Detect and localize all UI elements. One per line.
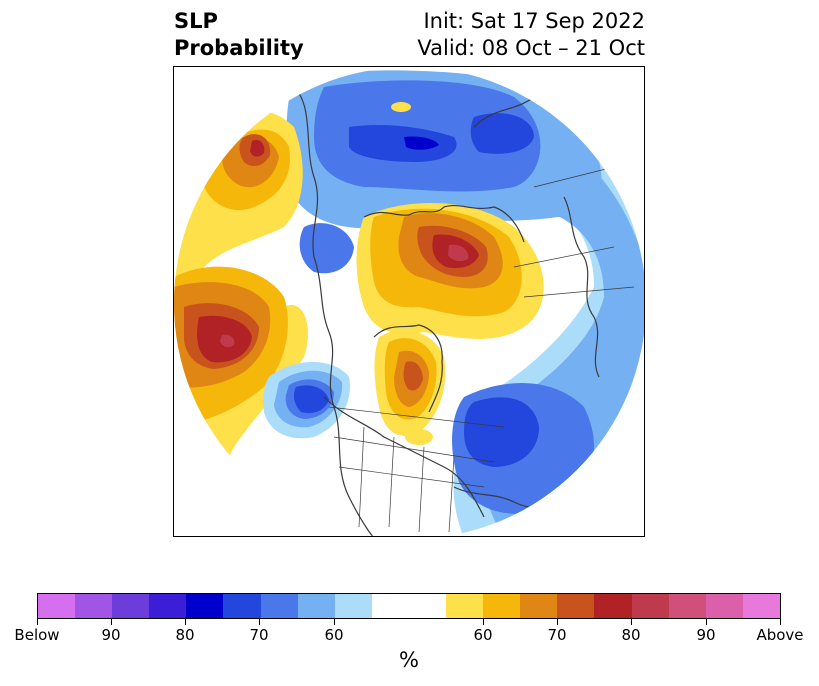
colorbar-tick	[334, 619, 335, 625]
init-date: Init: Sat 17 Sep 2022	[423, 9, 645, 33]
colorbar-swatch	[75, 594, 113, 618]
colorbar-tick-label: Above	[756, 626, 804, 644]
anomaly-above-hudson-bay-80	[403, 361, 423, 391]
colorbar-tick-label: 80	[621, 626, 641, 644]
colorbar-swatch	[186, 594, 224, 618]
colorbar-swatch	[446, 594, 484, 618]
colorbar-tick	[483, 619, 484, 625]
anomaly-above-arctic-max	[448, 244, 469, 262]
anomaly-below-siberia-east	[470, 113, 534, 154]
colorbar-swatch	[371, 594, 409, 618]
colorbar-swatch	[223, 594, 261, 618]
colorbar-swatch	[483, 594, 521, 618]
colorbar-tick	[780, 619, 781, 625]
colorbar-tick-label: 90	[101, 626, 121, 644]
valid-range: Valid: 08 Oct – 21 Oct	[417, 36, 645, 60]
colorbar-swatch	[38, 594, 76, 618]
anomaly-below-ne-pacific-80	[293, 385, 329, 414]
anomaly-above-small-south	[405, 429, 433, 445]
colorbar-swatch	[334, 594, 372, 618]
colorbar-swatch	[149, 594, 187, 618]
colorbar-tick-label: 70	[547, 626, 567, 644]
anomaly-below-siberia-80	[349, 125, 457, 162]
colorbar-tick	[631, 619, 632, 625]
colorbar-swatch	[520, 594, 558, 618]
colorbar-tick	[557, 619, 558, 625]
colorbar-tick-label: 60	[473, 626, 493, 644]
colorbar-swatch	[594, 594, 632, 618]
colorbar-swatch	[260, 594, 298, 618]
colorbar-tick	[185, 619, 186, 625]
anomaly-below-siberia-90	[404, 136, 439, 150]
colorbar	[37, 593, 781, 619]
anomaly-below-atlantic-80	[464, 397, 539, 467]
colorbar-tick-label: 90	[696, 626, 716, 644]
anomaly-above-pacific-90	[250, 139, 265, 157]
colorbar-tick	[37, 619, 38, 625]
map-panel	[173, 66, 645, 537]
colorbar-swatch	[705, 594, 743, 618]
colorbar-tick-label: 70	[249, 626, 269, 644]
title-line-probability: Probability	[174, 36, 304, 60]
colorbar-tick	[706, 619, 707, 625]
anomaly-above-north-pacific-max	[220, 334, 235, 348]
colorbar-swatch	[408, 594, 447, 618]
colorbar-swatch	[668, 594, 706, 618]
colorbar-tick	[111, 619, 112, 625]
colorbar-units: %	[399, 648, 419, 672]
colorbar-swatch	[631, 594, 669, 618]
colorbar-tick-label: 60	[324, 626, 344, 644]
chart-title: SLP Probability	[174, 8, 304, 62]
colorbar-swatch	[297, 594, 335, 618]
colorbar-tick-label: 80	[175, 626, 195, 644]
probability-field	[174, 67, 644, 536]
colorbar-swatch	[112, 594, 150, 618]
colorbar-swatch	[742, 594, 780, 618]
colorbar-tick-label: Below	[14, 626, 60, 644]
title-line-slp: SLP	[174, 9, 218, 33]
forecast-dates: Init: Sat 17 Sep 2022 Valid: 08 Oct – 21…	[417, 8, 645, 62]
anomaly-above-small-north	[391, 102, 411, 112]
polar-map	[174, 67, 644, 536]
borders	[328, 166, 635, 533]
colorbar-swatch	[557, 594, 595, 618]
colorbar-tick	[259, 619, 260, 625]
